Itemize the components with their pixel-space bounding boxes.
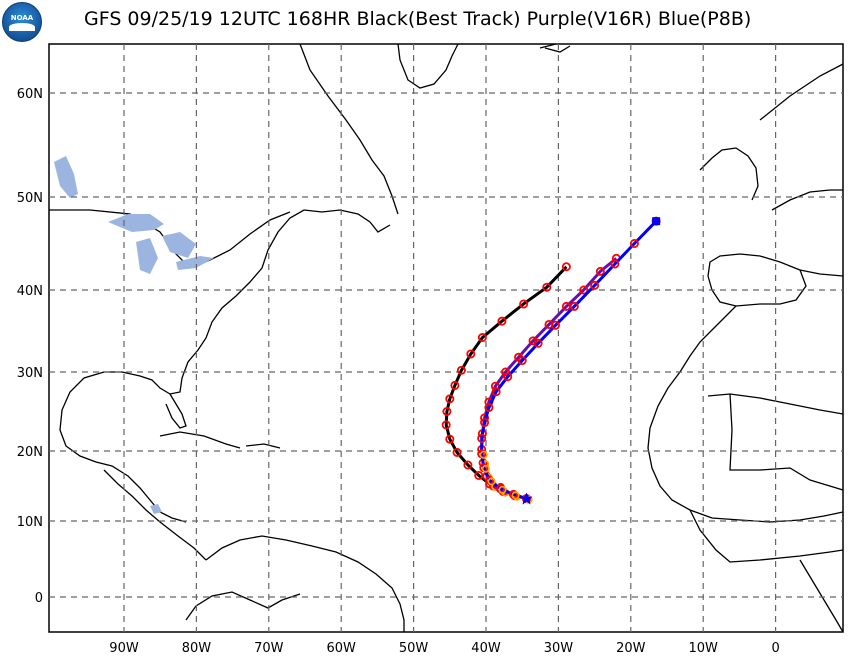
track-start-star	[520, 492, 533, 505]
track-point	[450, 380, 460, 390]
longitude-labels: 90W 80W 70W 60W 50W 40W 30W 20W 10W 0	[109, 641, 779, 656]
lat-label: 30N	[17, 366, 43, 381]
track-point	[533, 338, 543, 348]
cuba-coast	[159, 431, 241, 449]
lon-label: 40W	[471, 641, 501, 656]
track-point	[463, 460, 473, 470]
map-frame	[48, 43, 844, 633]
south-america-coast	[205, 535, 405, 632]
noaa-bird-icon	[9, 23, 35, 31]
lake-huron	[162, 232, 196, 258]
lat-label: 40N	[17, 284, 43, 299]
africa-southwest-coast	[799, 559, 844, 633]
track-point	[452, 447, 462, 457]
track-point	[477, 433, 487, 443]
track-line	[480, 220, 658, 501]
track-point	[519, 299, 529, 309]
lake-superior	[108, 214, 164, 232]
france-coast	[771, 189, 843, 211]
lat-label: 50N	[17, 191, 43, 206]
lat-label: 0	[35, 591, 43, 606]
track-line	[480, 257, 618, 501]
lake-erie	[176, 256, 214, 270]
lat-label: 10N	[17, 515, 43, 530]
track-point	[441, 420, 451, 430]
great-lakes	[54, 156, 214, 514]
track-point	[590, 280, 600, 290]
storm-tracks	[441, 216, 661, 505]
lon-label: 30W	[544, 641, 574, 656]
coastlines	[49, 43, 844, 633]
africa-west-coast	[647, 305, 844, 523]
us-coast	[59, 209, 391, 523]
track-point	[629, 238, 639, 248]
track-end-marker	[652, 217, 661, 226]
track-point	[445, 434, 455, 444]
africa-north-coast	[799, 269, 844, 277]
map-title: GFS 09/25/19 12UTC 168HR Black(Best Trac…	[84, 8, 752, 30]
track-point	[491, 387, 501, 397]
greenland-coast	[397, 43, 459, 89]
latitude-labels: 60N 50N 40N 30N 20N 10N 0	[17, 87, 43, 606]
track-point	[501, 367, 511, 377]
lat-label: 20N	[17, 445, 43, 460]
lake-nicaragua	[150, 504, 162, 514]
track-point-orange	[479, 450, 488, 459]
track-point	[497, 316, 507, 326]
south-america-interior	[185, 591, 301, 621]
florida-coast	[165, 393, 187, 429]
iberia-coast	[707, 253, 807, 307]
lat-label: 60N	[17, 87, 43, 102]
track-point	[569, 301, 579, 311]
track-point-orange	[511, 491, 520, 500]
lon-label: 20W	[616, 641, 646, 656]
noaa-logo: NOAA	[2, 2, 42, 42]
track-point	[466, 349, 476, 359]
track-point	[579, 285, 589, 295]
track-point	[517, 356, 527, 366]
lon-label: 60W	[326, 641, 356, 656]
hispaniola-coast	[245, 443, 281, 449]
track-point	[480, 418, 490, 428]
track-point	[484, 403, 494, 413]
lon-label: 90W	[109, 641, 139, 656]
lake-winnipeg	[54, 156, 78, 198]
track-point	[551, 320, 561, 330]
norway-coast	[759, 63, 844, 121]
britain-coast	[699, 147, 759, 201]
lon-label: 50W	[399, 641, 429, 656]
africa-border-2	[729, 393, 844, 491]
track-point-orange	[481, 464, 490, 473]
track-point	[477, 333, 487, 343]
lon-label: 80W	[182, 641, 212, 656]
central-america-coast	[103, 469, 207, 561]
noaa-logo-text: NOAA	[10, 14, 34, 22]
lon-label: 70W	[254, 641, 284, 656]
track-point	[542, 282, 552, 292]
lon-label: 10W	[688, 641, 718, 656]
track-point	[442, 406, 452, 416]
track-line	[444, 265, 568, 489]
track-point	[456, 365, 466, 375]
lake-michigan	[136, 238, 158, 274]
track-point-orange	[498, 485, 507, 494]
track-point	[595, 266, 605, 276]
graticule	[49, 44, 843, 632]
iceland-coast	[539, 43, 571, 53]
track-point	[561, 262, 571, 272]
track-point-orange	[487, 477, 496, 486]
track-point	[610, 259, 620, 269]
track-point	[445, 394, 455, 404]
labrador-coast	[299, 43, 399, 215]
track-point	[503, 372, 513, 382]
lon-label: 0	[771, 641, 779, 656]
